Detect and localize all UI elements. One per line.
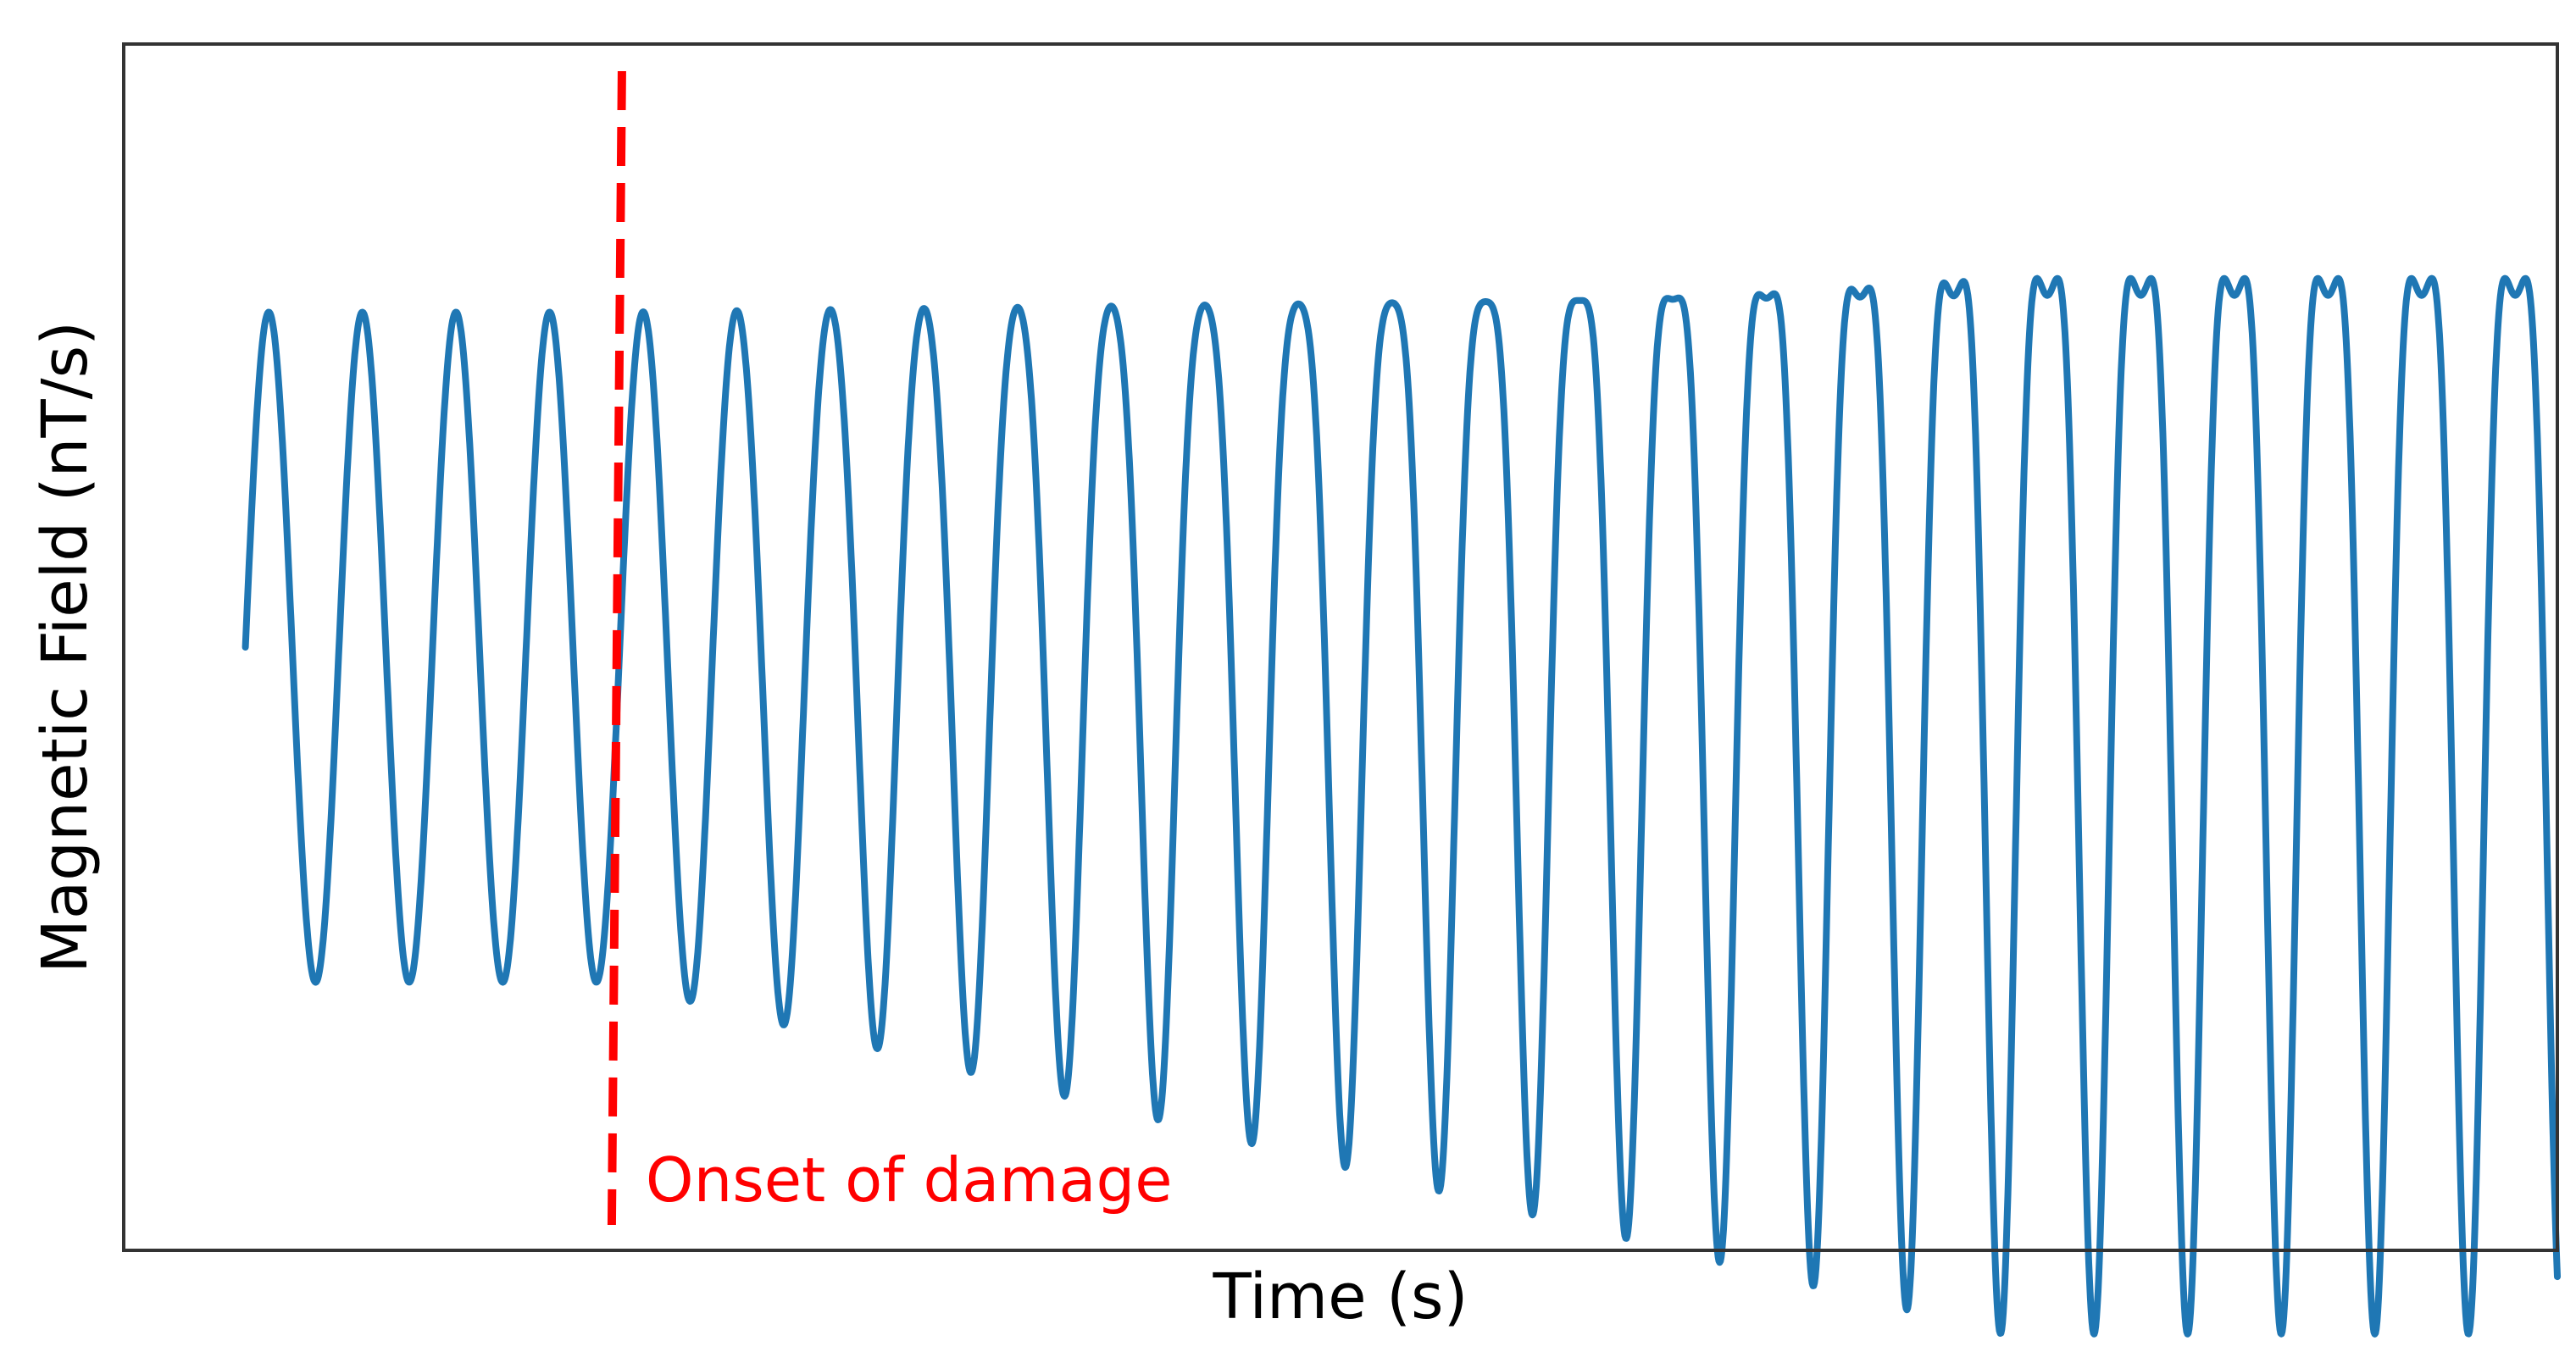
series-line-magnetic-field	[242, 274, 2561, 1338]
x-axis-label: Time (s)	[1213, 1260, 1468, 1333]
y-axis-label: Magnetic Field (nT/s)	[29, 321, 102, 973]
plot-frame	[122, 42, 2559, 1252]
onset-of-damage-line	[607, 70, 626, 1226]
onset-of-damage-label: Onset of damage	[646, 1144, 1173, 1216]
